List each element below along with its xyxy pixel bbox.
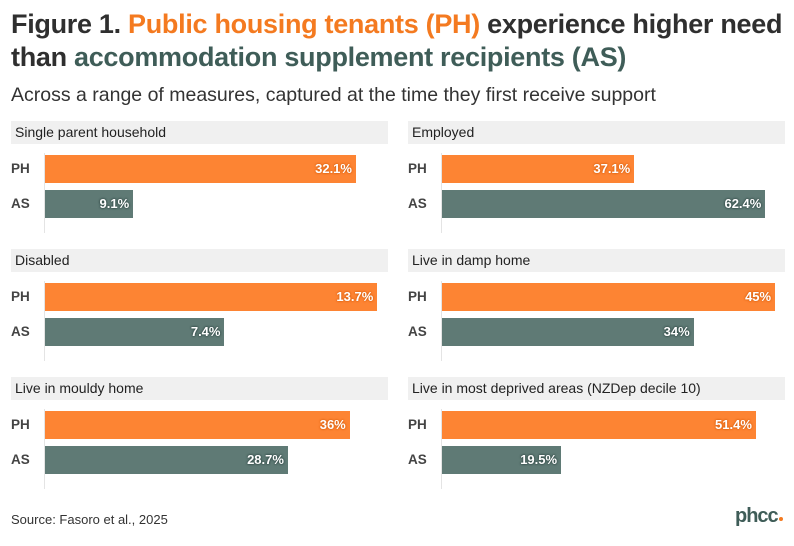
axis-line <box>441 281 442 361</box>
bar-as: 9.1% <box>45 190 134 218</box>
category-label-as: AS <box>408 196 427 211</box>
panel-title: Disabled <box>11 249 388 272</box>
axis-line <box>441 409 442 489</box>
category-label-as: AS <box>11 196 30 211</box>
data-label: 19.5% <box>520 452 558 467</box>
panel-title: Live in most deprived areas (NZDep decil… <box>408 377 785 400</box>
panel-6: Live in most deprived areas (NZDep decil… <box>408 377 785 489</box>
category-label-as: AS <box>11 324 30 339</box>
chart-title: Figure 1. Public housing tenants (PH) ex… <box>11 8 791 74</box>
bar-as: 62.4% <box>442 190 766 218</box>
panel-title: Live in mouldy home <box>11 377 388 400</box>
axis-line <box>44 281 45 361</box>
phcc-logo: phcc <box>735 505 783 528</box>
data-label: 32.1% <box>315 161 352 176</box>
panel-2: Employed PH 37.1% AS 62.4% <box>408 121 785 233</box>
data-label: 45% <box>745 289 772 304</box>
category-label-ph: PH <box>408 417 427 432</box>
data-label: 51.4% <box>715 417 752 432</box>
axis-line <box>441 153 442 233</box>
bar-ph: 36% <box>45 411 350 439</box>
category-label-ph: PH <box>11 417 30 432</box>
data-label: 34% <box>663 324 690 339</box>
axis-line <box>44 409 45 489</box>
axis-line <box>44 153 45 233</box>
bar-ph: 51.4% <box>442 411 756 439</box>
logo-dot <box>778 517 783 521</box>
source-note: Source: Fasoro et al., 2025 <box>11 512 168 527</box>
panel-5: Live in mouldy home PH 36% AS 28.7% <box>11 377 388 489</box>
data-label: 13.7% <box>336 289 374 304</box>
bar-as: 19.5% <box>442 446 562 474</box>
chart-subtitle: Across a range of measures, captured at … <box>11 84 656 106</box>
category-label-as: AS <box>408 452 427 467</box>
category-label-ph: PH <box>11 161 30 176</box>
panel-title: Live in damp home <box>408 249 785 272</box>
category-label-ph: PH <box>408 161 427 176</box>
bar-ph: 45% <box>442 283 776 311</box>
category-label-ph: PH <box>11 289 30 304</box>
category-label-as: AS <box>408 324 427 339</box>
data-label: 62.4% <box>724 196 762 211</box>
panel-title: Single parent household <box>11 121 388 144</box>
data-label: 9.1% <box>99 196 130 211</box>
bar-as: 7.4% <box>45 318 225 346</box>
bar-ph: 37.1% <box>442 155 635 183</box>
bar-as: 34% <box>442 318 694 346</box>
title-prefix: Figure 1. <box>11 9 129 39</box>
bar-ph: 13.7% <box>45 283 378 311</box>
title-ph-phrase: Public housing tenants (PH) <box>128 9 480 39</box>
bar-ph: 32.1% <box>45 155 356 183</box>
title-as-phrase: accommodation supplement recipients (AS) <box>74 42 627 72</box>
data-label: 37.1% <box>593 161 631 176</box>
panel-title: Employed <box>408 121 785 144</box>
data-label: 28.7% <box>247 452 284 467</box>
category-label-ph: PH <box>408 289 427 304</box>
title-middle: experience higher need than <box>11 9 783 72</box>
bar-as: 28.7% <box>45 446 288 474</box>
data-label: 36% <box>319 417 346 432</box>
data-label: 7.4% <box>190 324 221 339</box>
panel-1: Single parent household PH 32.1% AS 9.1% <box>11 121 388 233</box>
category-label-as: AS <box>11 452 30 467</box>
panel-3: Disabled PH 13.7% AS 7.4% <box>11 249 388 361</box>
panel-4: Live in damp home PH 45% AS 34% <box>408 249 785 361</box>
